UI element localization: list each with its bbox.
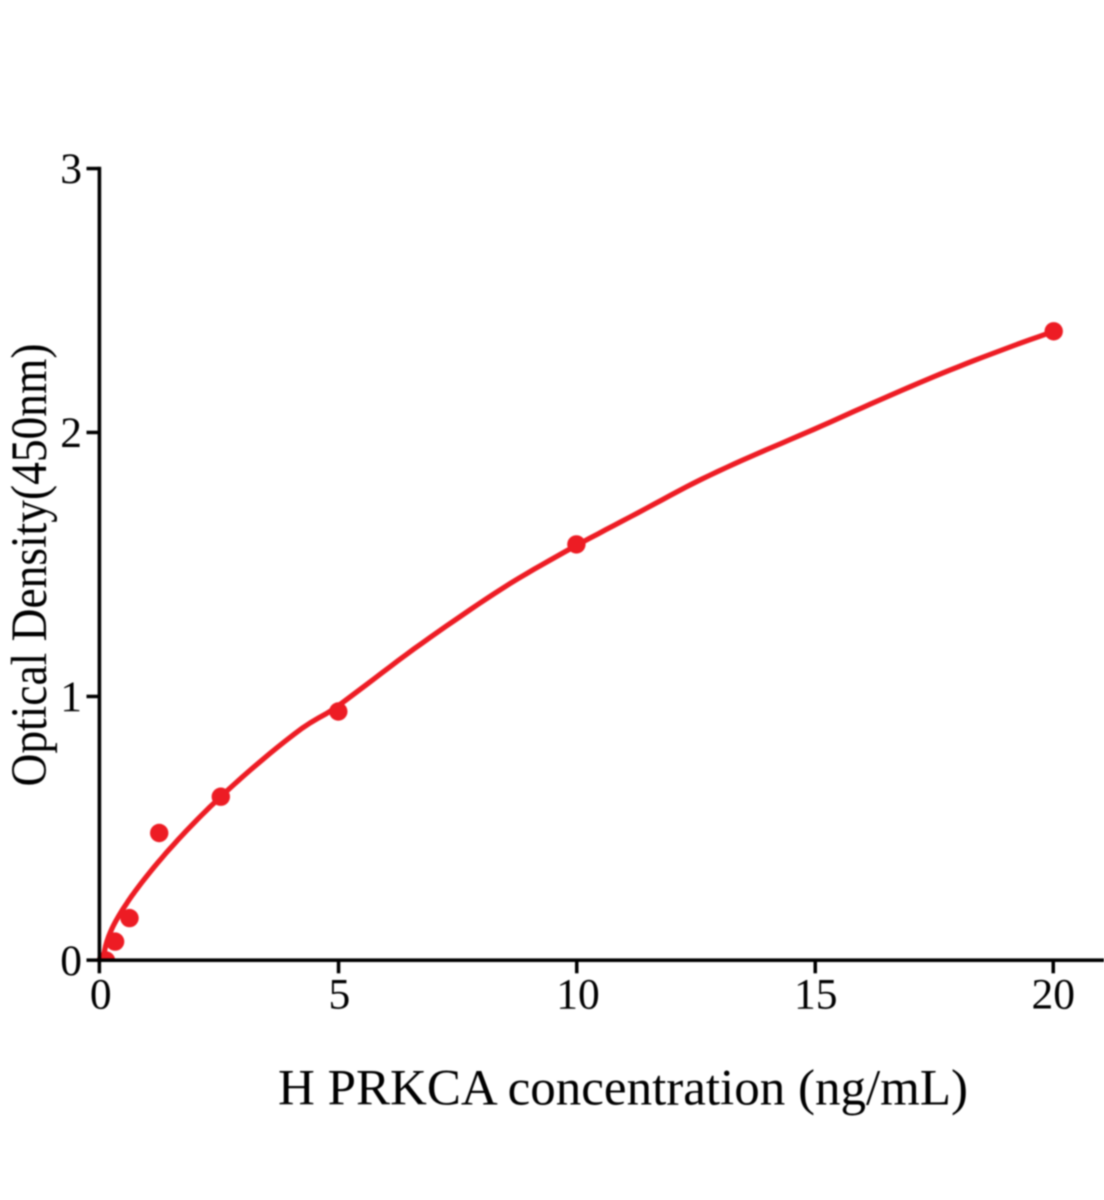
svg-text:15: 15 bbox=[794, 971, 838, 1019]
svg-text:0: 0 bbox=[60, 937, 82, 985]
svg-text:0: 0 bbox=[90, 971, 112, 1019]
svg-text:2: 2 bbox=[60, 409, 82, 457]
svg-text:1: 1 bbox=[60, 673, 82, 721]
svg-text:3: 3 bbox=[60, 145, 82, 193]
svg-text:20: 20 bbox=[1031, 971, 1075, 1019]
svg-text:Optical Density(450nm): Optical Density(450nm) bbox=[2, 344, 58, 787]
svg-text:5: 5 bbox=[329, 971, 351, 1019]
svg-text:H PRKCA concentration (ng/mL): H PRKCA concentration (ng/mL) bbox=[278, 1060, 968, 1116]
svg-text:10: 10 bbox=[556, 971, 600, 1019]
